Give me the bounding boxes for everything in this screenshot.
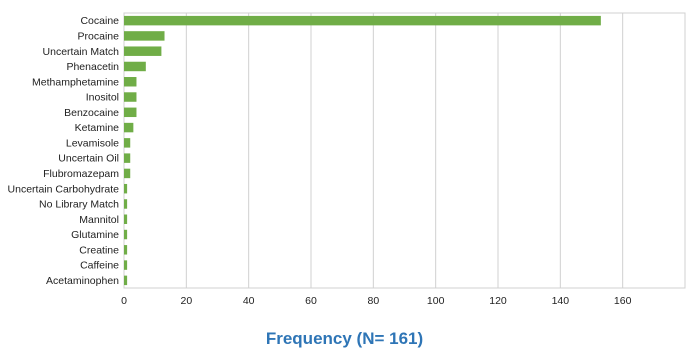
x-tick-label: 140 <box>552 295 570 307</box>
plot-border <box>123 12 686 289</box>
x-tick-label: 160 <box>614 295 632 307</box>
category-label: Glutamine <box>71 229 119 241</box>
bar <box>124 229 128 240</box>
bar <box>124 15 601 26</box>
x-tick-label: 60 <box>305 295 317 307</box>
bar <box>124 107 137 118</box>
category-label: No Library Match <box>39 199 119 211</box>
category-label: Cocaine <box>80 15 119 27</box>
bar <box>124 168 131 179</box>
category-label: Benzocaine <box>64 107 119 119</box>
bar <box>124 199 128 209</box>
category-label: Mannitol <box>79 214 119 226</box>
bar <box>124 214 128 224</box>
bar <box>124 46 162 56</box>
category-label: Flubromazepam <box>43 168 119 180</box>
category-label: Procaine <box>78 31 120 43</box>
category-label: Uncertain Match <box>43 46 120 58</box>
bar <box>124 61 146 72</box>
bar <box>124 260 128 270</box>
bar <box>124 122 134 133</box>
category-label: Ketamine <box>75 122 120 134</box>
bar <box>124 245 128 255</box>
x-tick-label: 20 <box>180 295 192 307</box>
bar <box>124 138 131 148</box>
category-label: Methamphetamine <box>32 76 119 88</box>
category-label: Acetaminophen <box>46 275 119 287</box>
bar <box>124 275 128 286</box>
category-label: Caffeine <box>80 260 119 272</box>
category-label: Creatine <box>79 244 119 256</box>
x-tick-label: 0 <box>121 295 127 307</box>
category-label: Inositol <box>86 92 119 104</box>
x-tick-label: 100 <box>427 295 445 307</box>
category-label: Levamisole <box>66 137 119 149</box>
bar <box>124 153 131 163</box>
bar <box>124 92 137 102</box>
x-axis-title: Frequency (N= 161) <box>265 329 424 348</box>
bar <box>124 183 128 194</box>
bar <box>124 31 165 41</box>
category-label: Uncertain Oil <box>58 153 119 165</box>
bar <box>124 77 137 87</box>
category-label: Uncertain Carbohydrate <box>8 183 120 195</box>
x-tick-label: 120 <box>489 295 507 307</box>
x-tick-label: 40 <box>243 295 255 307</box>
category-label: Phenacetin <box>66 61 119 73</box>
x-tick-label: 80 <box>367 295 379 307</box>
